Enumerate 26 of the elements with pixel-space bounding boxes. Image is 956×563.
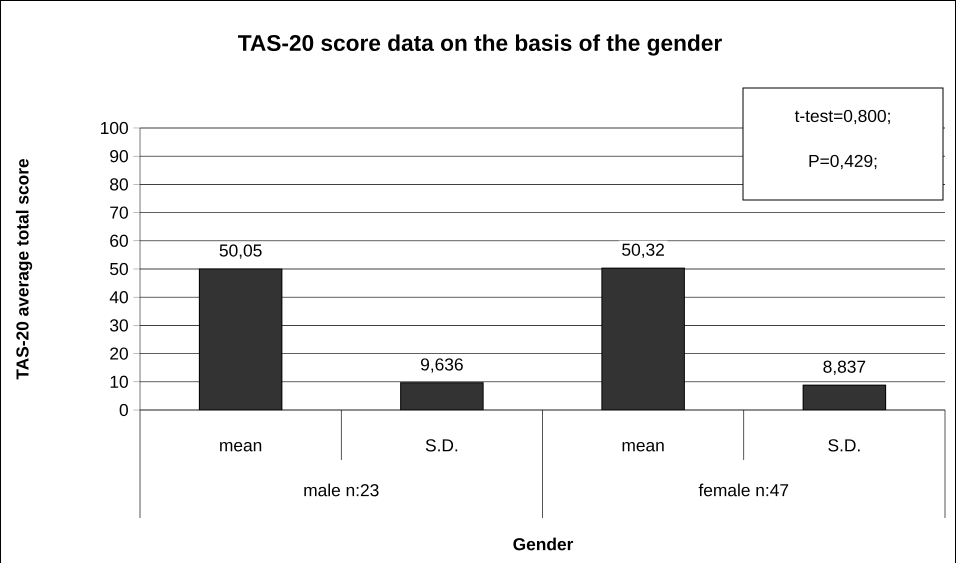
data-label: 8,837 <box>823 360 866 375</box>
text: male n:23 <box>304 484 379 496</box>
chart-title: TAS-20 score data on the basis of the gender <box>238 34 722 56</box>
text: female n:47 <box>698 484 788 496</box>
y-tick-label: 20 <box>110 347 128 360</box>
x-tick-label: S.D. <box>828 439 860 452</box>
y-tick-label: 100 <box>101 122 128 134</box>
y-tick-label: 30 <box>110 319 128 332</box>
y-tick-label: 50 <box>110 262 128 276</box>
x-axis-title: Gender <box>513 538 574 550</box>
data-label: 9,636 <box>421 358 463 373</box>
y-tick-label: 90 <box>110 150 128 162</box>
y-tick-label: 10 <box>110 376 128 388</box>
y-tick-label: 0 <box>120 404 128 416</box>
text: t-test=0,800; <box>794 110 890 124</box>
y-axis-title: TAS-20 average total score <box>16 158 32 380</box>
y-tick-label: 60 <box>110 234 128 247</box>
data-label: 50,32 <box>622 244 664 258</box>
annotation: P=0,429; <box>809 154 876 170</box>
x-tick-label: mean <box>622 442 664 452</box>
y-tick-label: 80 <box>110 178 128 191</box>
y-tick-label: 40 <box>110 291 128 304</box>
x-tick-label: mean <box>220 442 262 452</box>
data-label: 50,05 <box>220 244 262 259</box>
y-tick-label: 70 <box>110 206 128 219</box>
x-tick-label: S.D. <box>426 439 458 452</box>
